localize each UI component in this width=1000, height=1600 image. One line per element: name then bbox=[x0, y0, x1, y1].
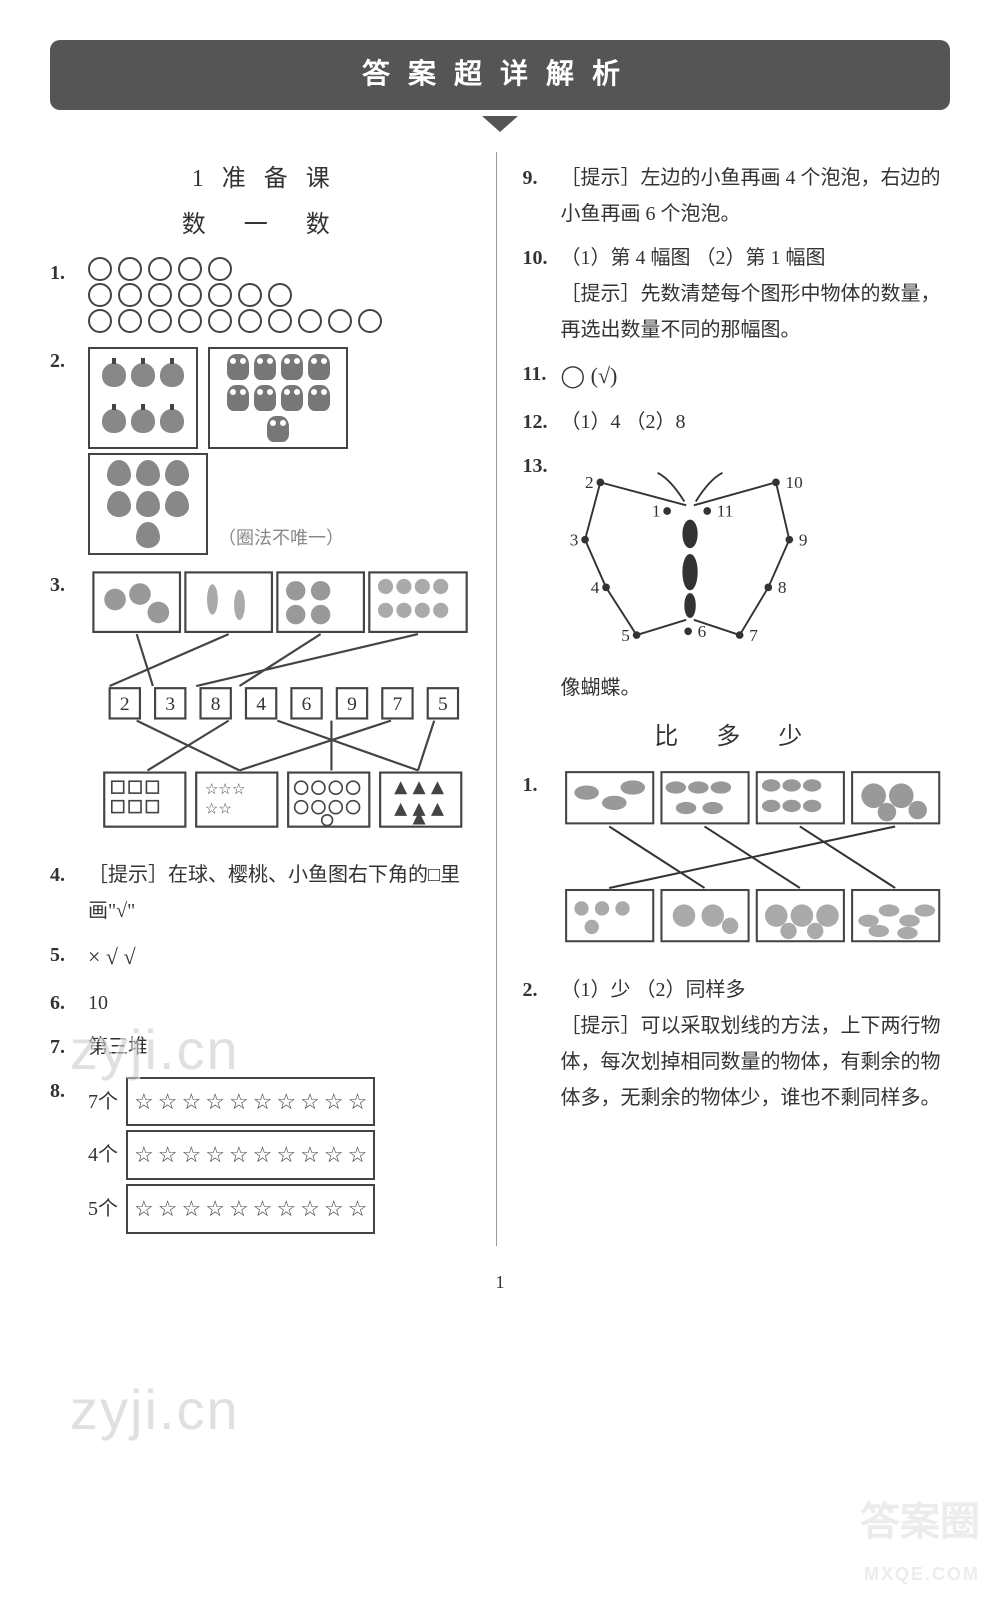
chapter-title: 准 备 课 bbox=[222, 166, 336, 192]
question-5: 5. × √ √ bbox=[50, 937, 478, 977]
page-number: 1 bbox=[50, 1266, 950, 1298]
section2-title: 比 多 少 bbox=[523, 716, 951, 759]
q12-text: （1）4 （2）8 bbox=[561, 404, 951, 440]
svg-text:☆☆: ☆☆ bbox=[205, 801, 232, 817]
chapter-heading: 1 准 备 课 bbox=[50, 158, 478, 201]
chapter-number: 1 bbox=[192, 166, 210, 192]
q10-prefix: ［提示］ bbox=[561, 283, 641, 305]
watermark-1: zyji.cn bbox=[70, 1000, 240, 1101]
q13-content: 2103948576111 像蝴蝶。 bbox=[561, 448, 951, 706]
svg-text:8: 8 bbox=[211, 694, 221, 715]
question-9: 9. ［提示］左边的小鱼再画 4 个泡泡，右边的小鱼再画 6 个泡泡。 bbox=[523, 160, 951, 232]
question-10: 10. （1）第 4 幅图 （2）第 1 幅图 ［提示］先数清楚每个图形中物体的… bbox=[523, 240, 951, 348]
s2q1-number: 1. bbox=[523, 767, 551, 803]
q1-content bbox=[88, 255, 478, 335]
question-1: 1. bbox=[50, 255, 478, 335]
q11-check: (√) bbox=[591, 363, 618, 388]
svg-text:☆☆☆: ☆☆☆ bbox=[205, 782, 246, 798]
svg-text:9: 9 bbox=[347, 694, 357, 715]
subsection-title: 数 一 数 bbox=[50, 204, 478, 247]
question-12: 12. （1）4 （2）8 bbox=[523, 404, 951, 440]
svg-text:5: 5 bbox=[438, 694, 448, 715]
q10-number: 10. bbox=[523, 240, 551, 276]
svg-text:6: 6 bbox=[697, 622, 706, 641]
q9-prefix: ［提示］ bbox=[561, 167, 641, 189]
svg-text:2: 2 bbox=[120, 694, 130, 715]
svg-text:3: 3 bbox=[165, 694, 175, 715]
svg-text:7: 7 bbox=[749, 626, 758, 645]
q1-number: 1. bbox=[50, 255, 78, 291]
butterfly-diagram: 2103948576111 bbox=[561, 448, 821, 658]
q9-content: ［提示］左边的小鱼再画 4 个泡泡，右边的小鱼再画 6 个泡泡。 bbox=[561, 160, 951, 232]
q11-content: ◯ (√) bbox=[561, 356, 951, 396]
q4-content: ［提示］在球、樱桃、小鱼图右下角的□里画"√" bbox=[88, 857, 478, 929]
s2-question-1: 1. bbox=[523, 767, 951, 964]
wm-brand-url: MXQE.COM bbox=[860, 1558, 980, 1590]
page-title-banner: 答案超详解析 bbox=[50, 40, 950, 110]
bottom-right-watermark: 答案圈 MXQE.COM bbox=[860, 1486, 980, 1590]
banner-pointer bbox=[482, 116, 518, 132]
svg-text:4: 4 bbox=[256, 694, 266, 715]
svg-text:6: 6 bbox=[302, 694, 312, 715]
q12-number: 12. bbox=[523, 404, 551, 440]
s2-question-2: 2. （1）少 （2）同样多 ［提示］可以采取划线的方法，上下两行物体，每次划掉… bbox=[523, 972, 951, 1116]
question-2: 2. （圈法不唯一） bbox=[50, 343, 478, 559]
q10-line1: （1）第 4 幅图 （2）第 1 幅图 bbox=[561, 240, 951, 276]
q9-number: 9. bbox=[523, 160, 551, 196]
q3-content: 23846975 ☆☆☆☆☆ bbox=[88, 567, 478, 849]
q2-number: 2. bbox=[50, 343, 78, 379]
svg-text:2: 2 bbox=[585, 473, 594, 492]
s2q1-content bbox=[561, 767, 951, 964]
svg-text:10: 10 bbox=[785, 473, 802, 492]
right-column: 9. ［提示］左边的小鱼再画 4 个泡泡，右边的小鱼再画 6 个泡泡。 10. … bbox=[505, 152, 951, 1245]
question-11: 11. ◯ (√) bbox=[523, 356, 951, 396]
svg-text:9: 9 bbox=[798, 530, 807, 549]
q11-number: 11. bbox=[523, 356, 551, 392]
question-4: 4. ［提示］在球、樱桃、小鱼图右下角的□里画"√" bbox=[50, 857, 478, 929]
wm-brand: 答案圈 bbox=[860, 1486, 980, 1558]
q5-number: 5. bbox=[50, 937, 78, 973]
q3-matching-diagram: 23846975 ☆☆☆☆☆ bbox=[88, 567, 478, 837]
q11-circle: ◯ bbox=[561, 363, 586, 388]
svg-text:11: 11 bbox=[716, 502, 733, 521]
q2-apple-box bbox=[88, 347, 198, 449]
q2-berry-box bbox=[88, 453, 208, 555]
q5-marks: × √ √ bbox=[88, 937, 478, 977]
q4-prefix: ［提示］ bbox=[88, 864, 168, 886]
svg-text:1: 1 bbox=[651, 502, 660, 521]
watermark-2: zyji.cn bbox=[70, 1360, 240, 1461]
svg-text:8: 8 bbox=[777, 578, 786, 597]
q13-caption: 像蝴蝶。 bbox=[561, 670, 951, 706]
svg-text:5: 5 bbox=[621, 626, 630, 645]
q2-content: （圈法不唯一） bbox=[88, 343, 478, 559]
q10-content: （1）第 4 幅图 （2）第 1 幅图 ［提示］先数清楚每个图形中物体的数量，再… bbox=[561, 240, 951, 348]
question-3: 3. 2 3 8 4 6 9 7 5 bbox=[50, 567, 478, 849]
q2-note: （圈法不唯一） bbox=[218, 522, 344, 554]
question-13: 13. bbox=[523, 448, 951, 706]
s2q2-content: （1）少 （2）同样多 ［提示］可以采取划线的方法，上下两行物体，每次划掉相同数… bbox=[561, 972, 951, 1116]
s2q1-matching-diagram bbox=[561, 767, 951, 952]
q4-number: 4. bbox=[50, 857, 78, 893]
s2q2-number: 2. bbox=[523, 972, 551, 1008]
s2q2-prefix: ［提示］ bbox=[561, 1015, 641, 1037]
svg-text:4: 4 bbox=[590, 578, 599, 597]
svg-text:3: 3 bbox=[569, 530, 578, 549]
q13-number: 13. bbox=[523, 448, 551, 484]
q3-number: 3. bbox=[50, 567, 78, 603]
q2-owl-box bbox=[208, 347, 348, 449]
svg-text:7: 7 bbox=[393, 694, 403, 715]
s2q2-line1: （1）少 （2）同样多 bbox=[561, 972, 951, 1008]
